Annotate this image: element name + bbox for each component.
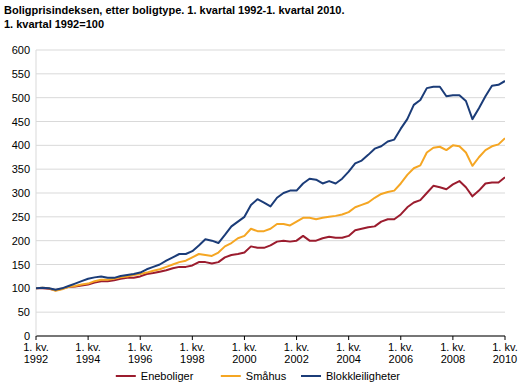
y-tick-label: 450 <box>12 116 30 128</box>
subtitle: 1. kvartal 1992=100 <box>4 18 104 30</box>
y-tick-label: 150 <box>12 259 30 271</box>
grid-line <box>36 73 505 74</box>
legend-label: Småhus <box>246 370 287 382</box>
x-axis <box>36 336 505 337</box>
legend: Eneboliger Småhus Blokkleiligheter <box>116 370 401 382</box>
x-tick-label: 1. kv.1998 <box>180 341 205 365</box>
grid-line <box>36 216 505 217</box>
grid-line <box>36 121 505 122</box>
x-tick-label: 1. kv.2004 <box>336 341 361 365</box>
x-tick-label: 1. kv.2006 <box>388 341 413 365</box>
x-tick <box>400 336 401 340</box>
grid-line <box>36 97 505 98</box>
series-line <box>36 81 505 290</box>
series-line <box>36 138 505 291</box>
y-tick-label: 350 <box>12 163 30 175</box>
y-axis <box>36 50 37 336</box>
y-tick-label: 50 <box>18 306 30 318</box>
x-tick-label: 1. kv.2000 <box>232 341 257 365</box>
grid-line <box>36 288 505 289</box>
plot-area <box>36 81 505 291</box>
y-tick-label: 300 <box>12 187 30 199</box>
x-tick <box>244 336 245 340</box>
y-tick-label: 250 <box>12 211 30 223</box>
y-tick-label: 500 <box>12 92 30 104</box>
y-tick-label: 550 <box>12 68 30 80</box>
x-tick <box>348 336 349 340</box>
grid-line <box>36 264 505 265</box>
x-tick <box>140 336 141 340</box>
grid-line <box>36 145 505 146</box>
x-tick-label: 1. kv.2002 <box>284 341 309 365</box>
grid-line <box>36 336 505 337</box>
y-tick-label: 100 <box>12 282 30 294</box>
x-tick <box>296 336 297 340</box>
x-tick <box>505 336 506 340</box>
x-tick-label: 1. kv.2008 <box>440 341 465 365</box>
legend-swatch <box>221 375 241 377</box>
x-tick <box>88 336 89 340</box>
series-line <box>36 177 505 290</box>
x-tick <box>192 336 193 340</box>
x-tick <box>36 336 37 340</box>
x-tick-label: 1. kv.2010 <box>492 341 517 365</box>
x-tick <box>452 336 453 340</box>
grid-line <box>36 240 505 241</box>
grid-line <box>36 169 505 170</box>
x-tick-label: 1. kv.1994 <box>75 341 100 365</box>
title: Boligprisindeksen, etter boligtype. 1. k… <box>4 4 345 16</box>
legend-swatch <box>116 375 136 377</box>
grid-line <box>36 193 505 194</box>
grid-line <box>36 312 505 313</box>
legend-swatch <box>301 375 321 377</box>
chart: Boligprisindeksen, etter boligtype. 1. k… <box>0 0 518 387</box>
y-tick-label: 600 <box>12 44 30 56</box>
x-tick-label: 1. kv.1996 <box>127 341 152 365</box>
y-tick-label: 400 <box>12 139 30 151</box>
x-tick-label: 1. kv.1992 <box>23 341 48 365</box>
y-tick-label: 200 <box>12 235 30 247</box>
legend-label: Blokkleiligheter <box>326 370 400 382</box>
legend-label: Eneboliger <box>141 370 194 382</box>
grid-line <box>36 50 505 51</box>
